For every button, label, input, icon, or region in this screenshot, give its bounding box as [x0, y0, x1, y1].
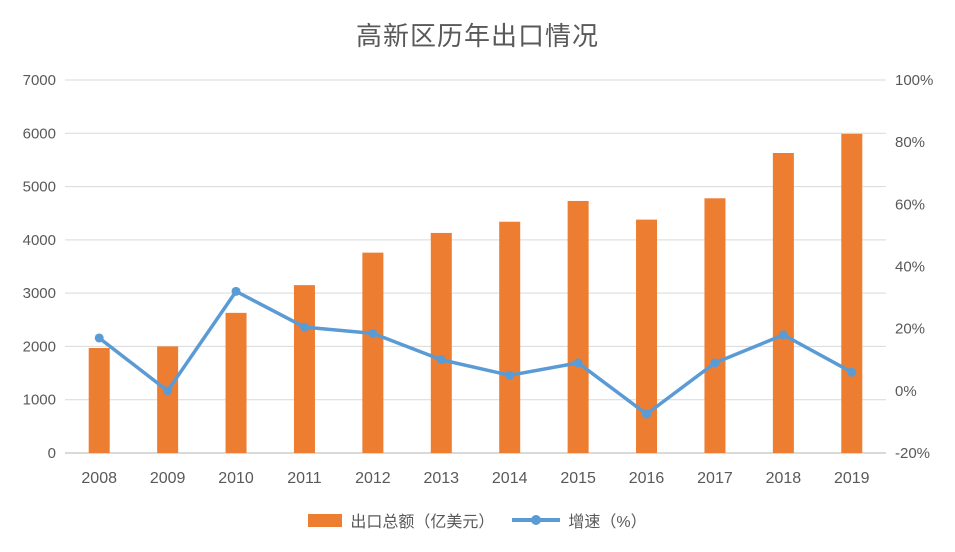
legend-item-exports: 出口总额（亿美元）: [308, 508, 494, 532]
bar: [88, 348, 110, 453]
left-axis-tick-label: 2000: [23, 338, 56, 355]
line-marker: [163, 386, 173, 396]
legend-line-marker-icon: [531, 515, 542, 525]
left-axis-tick-label: 6000: [23, 125, 56, 142]
line-series-growth: [94, 286, 857, 419]
x-axis-tick-label: 2013: [423, 470, 459, 487]
legend-bar-swatch-icon: [308, 513, 343, 527]
line-marker: [642, 409, 652, 419]
legend-label-growth: 增速（%）: [568, 514, 647, 531]
bar: [567, 200, 589, 453]
x-axis-tick-label: 2016: [629, 470, 665, 487]
x-axis-tick-label: 2018: [766, 470, 802, 487]
left-axis-tick-label: 4000: [23, 232, 56, 249]
left-axis-tick-label: 0: [48, 445, 56, 462]
x-axis-tick-label: 2017: [697, 470, 733, 487]
line-marker: [505, 370, 515, 380]
bar-series-exports: [88, 133, 863, 453]
line-marker: [231, 286, 241, 296]
x-axis-tick-label: 2012: [355, 470, 391, 487]
bar: [841, 133, 863, 453]
left-axis-tick-label: 5000: [23, 179, 56, 196]
x-axis-tick-label: 2014: [492, 470, 528, 487]
line-marker: [436, 355, 446, 365]
bar: [430, 232, 452, 453]
x-axis-tick-label: 2009: [150, 470, 186, 487]
bar: [225, 312, 247, 453]
x-axis-tick-label: 2019: [834, 470, 870, 487]
legend-item-growth: 增速（%）: [512, 508, 647, 532]
left-axis-tick-label: 3000: [23, 285, 56, 302]
bar: [362, 252, 384, 453]
x-axis-tick-label: 2008: [81, 470, 117, 487]
right-axis-tick-label: 80%: [895, 134, 925, 151]
line-marker: [573, 358, 583, 368]
line-marker: [710, 358, 720, 368]
right-axis-tick-label: -20%: [895, 445, 930, 462]
line-marker: [847, 367, 857, 377]
left-axis-tick-labels: 0 1000 2000 3000 4000 5000 6000 7000: [23, 72, 56, 462]
right-axis-tick-label: 100%: [895, 72, 933, 89]
right-axis-tick-labels: -20% 0% 20% 40% 60% 80% 100%: [895, 72, 933, 462]
line-marker: [778, 330, 788, 340]
bar: [704, 198, 726, 453]
bar: [293, 285, 315, 453]
gridlines: [65, 79, 886, 454]
x-axis-tick-labels: 2008 2009 2010 2011 2012 2013 2014 2015 2016 2017…: [81, 470, 869, 487]
legend: 出口总额（亿美元） 增速（%）: [0, 508, 955, 532]
right-axis-tick-label: 60%: [895, 196, 925, 213]
bar: [636, 219, 658, 453]
right-axis-tick-label: 0%: [895, 383, 917, 400]
left-axis-tick-label: 1000: [23, 392, 56, 409]
legend-label-exports: 出口总额（亿美元）: [350, 514, 495, 531]
right-axis-tick-label: 40%: [895, 259, 925, 276]
bar: [772, 153, 794, 453]
left-axis-tick-label: 7000: [23, 72, 56, 89]
bar: [499, 221, 521, 453]
x-axis-tick-label: 2011: [287, 470, 322, 487]
line-marker: [368, 328, 378, 338]
bar: [157, 346, 179, 453]
line-marker: [299, 322, 309, 332]
x-axis-tick-label: 2015: [560, 470, 596, 487]
legend-line-swatch-icon: [512, 515, 561, 525]
chart-title: 高新区历年出口情况: [355, 22, 599, 52]
right-axis-tick-label: 20%: [895, 321, 925, 338]
line-marker: [94, 333, 104, 343]
x-axis-tick-label: 2010: [218, 470, 254, 487]
growth-line: [97, 289, 854, 416]
